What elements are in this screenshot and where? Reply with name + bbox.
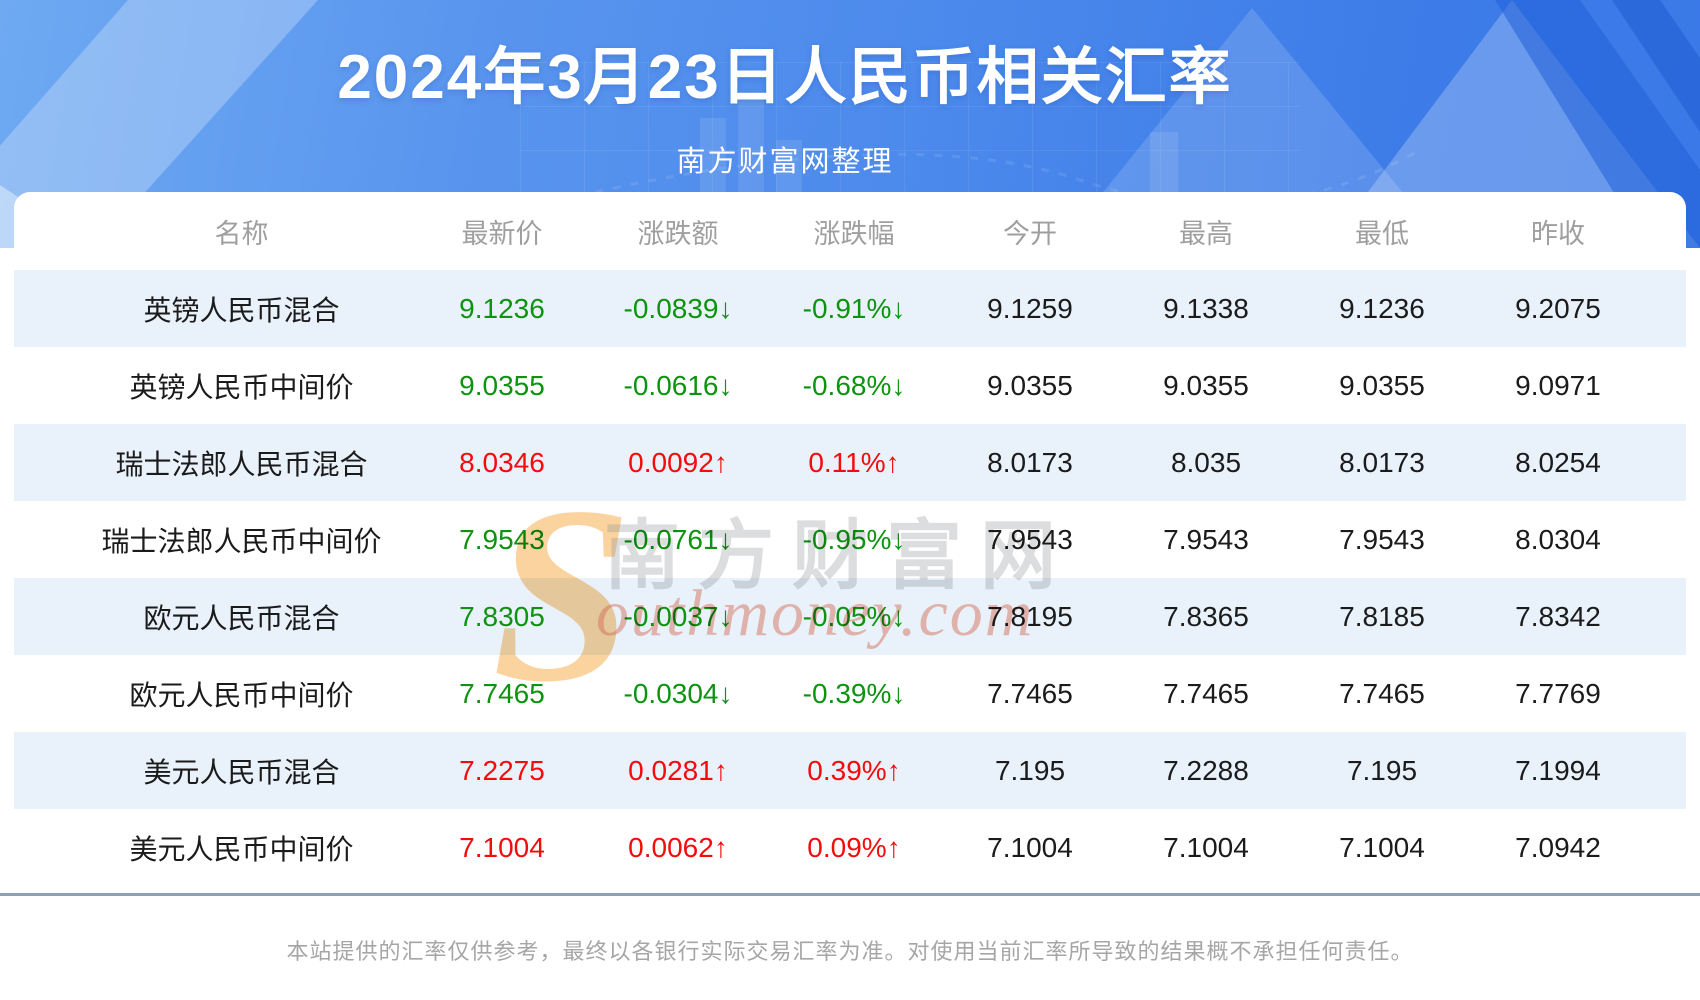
cell-change: -0.0037↓ [623, 600, 733, 632]
cell-open: 8.0173 [987, 446, 1073, 478]
cell-name: 瑞士法郎人民币中间价 [101, 525, 382, 557]
cell-change-pct: -0.39%↓ [802, 677, 906, 709]
cell-latest: 7.2275 [459, 754, 545, 786]
cell-latest: 7.7465 [459, 677, 545, 709]
table-row: 欧元人民币混合 7.8305 -0.0037↓ -0.05%↓ 7.8195 7.8365… [14, 578, 1686, 655]
cell-high: 9.0355 [1163, 369, 1249, 401]
cell-low: 7.9543 [1339, 523, 1425, 555]
cell-name: 英镑人民币中间价 [129, 371, 354, 403]
cell-prev-close: 7.7769 [1515, 677, 1601, 709]
cell-open: 7.195 [994, 754, 1066, 786]
table-row: 美元人民币混合 7.2275 0.0281↑ 0.39%↑ 7.195 7.2288 7.1… [14, 732, 1686, 809]
cell-prev-close: 8.0304 [1515, 523, 1601, 555]
cell-change: -0.0761↓ [623, 523, 733, 555]
column-header-open: 今开 [1003, 218, 1057, 249]
rates-table-panel: 名称 最新价 涨跌额 涨跌幅 今开 最高 最低 昨收 英镑人民币混合 9.1236… [14, 192, 1686, 886]
cell-prev-close: 7.0942 [1515, 831, 1601, 863]
table-row: 美元人民币中间价 7.1004 0.0062↑ 0.09%↑ 7.1004 7.1004 7… [14, 809, 1686, 886]
cell-open: 7.7465 [987, 677, 1073, 709]
page-subtitle: 南方财富网整理 [676, 146, 894, 178]
cell-open: 7.8195 [987, 600, 1073, 632]
cell-name: 美元人民币混合 [143, 756, 340, 788]
cell-high: 7.7465 [1163, 677, 1249, 709]
table-header-row: 名称 最新价 涨跌额 涨跌幅 今开 最高 最低 昨收 [14, 192, 1686, 270]
cell-name: 瑞士法郎人民币混合 [115, 448, 368, 480]
cell-name: 欧元人民币混合 [143, 602, 340, 634]
cell-prev-close: 7.8342 [1515, 600, 1601, 632]
cell-name: 欧元人民币中间价 [129, 679, 354, 711]
column-header-change: 涨跌额 [637, 218, 719, 249]
cell-latest: 9.0355 [459, 369, 545, 401]
cell-latest: 7.8305 [459, 600, 545, 632]
cell-prev-close: 9.2075 [1515, 292, 1601, 324]
cell-high: 7.9543 [1163, 523, 1249, 555]
cell-high: 8.035 [1170, 446, 1242, 478]
cell-latest: 9.1236 [459, 292, 545, 324]
table-row: 瑞士法郎人民币中间价 7.9543 -0.0761↓ -0.95%↓ 7.9543 7.9… [14, 501, 1686, 578]
cell-low: 7.7465 [1339, 677, 1425, 709]
cell-latest: 7.9543 [459, 523, 545, 555]
cell-change: -0.0616↓ [623, 369, 733, 401]
table-row: 英镑人民币中间价 9.0355 -0.0616↓ -0.68%↓ 9.0355 9.035… [14, 347, 1686, 424]
cell-open: 7.1004 [987, 831, 1073, 863]
cell-high: 7.1004 [1163, 831, 1249, 863]
cell-name: 英镑人民币混合 [143, 294, 340, 326]
cell-high: 7.2288 [1163, 754, 1249, 786]
cell-low: 9.1236 [1339, 292, 1425, 324]
cell-prev-close: 7.1994 [1515, 754, 1601, 786]
cell-change: -0.0839↓ [623, 292, 733, 324]
cell-open: 9.0355 [987, 369, 1073, 401]
cell-change-pct: 0.39%↑ [807, 754, 901, 786]
cell-high: 9.1338 [1163, 292, 1249, 324]
cell-high: 7.8365 [1163, 600, 1249, 632]
cell-prev-close: 9.0971 [1515, 369, 1601, 401]
cell-change: -0.0304↓ [623, 677, 733, 709]
table-body: 英镑人民币混合 9.1236 -0.0839↓ -0.91%↓ 9.1259 9.1338… [14, 270, 1686, 886]
cell-name: 美元人民币中间价 [129, 833, 354, 865]
page-title: 2024年3月23日人民币相关汇率 [337, 43, 1233, 112]
column-header-low: 最低 [1355, 218, 1409, 249]
cell-low: 7.1004 [1339, 831, 1425, 863]
column-header-name: 名称 [214, 218, 269, 249]
cell-change-pct: -0.91%↓ [802, 292, 906, 324]
cell-low: 9.0355 [1339, 369, 1425, 401]
column-header-change-pct: 涨跌幅 [813, 218, 895, 249]
cell-change: 0.0281↑ [628, 754, 728, 786]
cell-latest: 7.1004 [459, 831, 545, 863]
column-header-high: 最高 [1179, 218, 1233, 249]
cell-change-pct: 0.11%↑ [808, 446, 900, 478]
cell-open: 7.9543 [987, 523, 1073, 555]
footer-divider [0, 893, 1700, 896]
cell-change: 0.0062↑ [628, 831, 728, 863]
cell-latest: 8.0346 [459, 446, 545, 478]
column-header-prev-close: 昨收 [1531, 218, 1585, 249]
cell-change-pct: -0.68%↓ [802, 369, 906, 401]
cell-low: 7.195 [1346, 754, 1418, 786]
cell-low: 7.8185 [1339, 600, 1425, 632]
disclaimer-text: 本站提供的汇率仅供参考，最终以各银行实际交易汇率为准。对使用当前汇率所导致的结果… [286, 939, 1414, 964]
cell-change-pct: -0.05%↓ [802, 600, 906, 632]
column-header-latest: 最新价 [461, 218, 543, 249]
cell-open: 9.1259 [987, 292, 1073, 324]
cell-low: 8.0173 [1339, 446, 1425, 478]
table-row: 瑞士法郎人民币混合 8.0346 0.0092↑ 0.11%↑ 8.0173 8.035 8… [14, 424, 1686, 501]
decor-curve [559, 148, 1421, 206]
cell-change-pct: 0.09%↑ [807, 831, 901, 863]
table-row: 英镑人民币混合 9.1236 -0.0839↓ -0.91%↓ 9.1259 9.1338… [14, 270, 1686, 347]
table-row: 欧元人民币中间价 7.7465 -0.0304↓ -0.39%↓ 7.7465 7.746… [14, 655, 1686, 732]
cell-change-pct: -0.95%↓ [802, 523, 906, 555]
cell-prev-close: 8.0254 [1515, 446, 1601, 478]
cell-change: 0.0092↑ [628, 446, 728, 478]
